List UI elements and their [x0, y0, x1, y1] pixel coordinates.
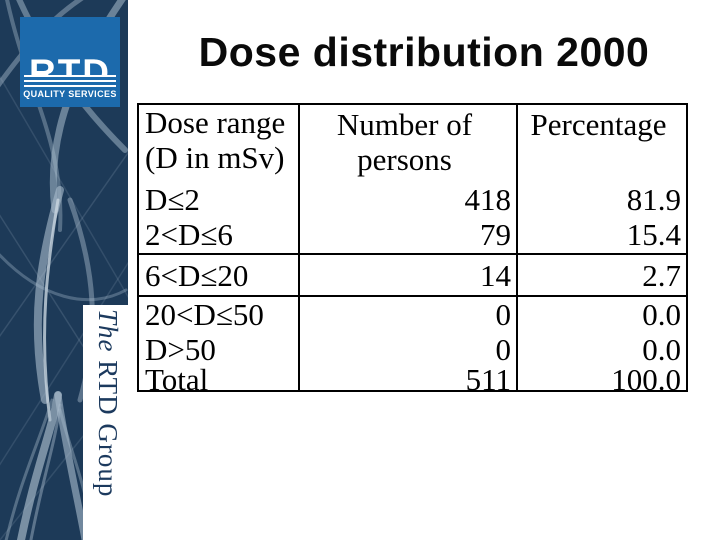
- cell-range: Total: [145, 362, 209, 397]
- cell-percentage: 0.0: [642, 332, 681, 367]
- cell-persons: 418: [464, 182, 512, 217]
- vertical-brand-text: The RTD Group: [92, 309, 123, 497]
- cell-range: 2<D≤6: [145, 217, 233, 252]
- cell-percentage: 2.7: [642, 257, 681, 293]
- vertical-brand-rest: RTD Group: [93, 352, 123, 498]
- table-row-divider: [139, 295, 686, 297]
- dose-table: Dose range (D in mSv) Number of persons …: [137, 103, 688, 397]
- cell-persons: 14: [480, 257, 511, 293]
- header-persons-line1: Number of: [336, 107, 473, 142]
- cell-persons: 0: [495, 332, 512, 367]
- header-percentage-label: Percentage: [530, 107, 667, 142]
- table-row: D≤2 418 81.9: [139, 182, 686, 217]
- header-dose-range-line1: Dose range: [145, 105, 286, 140]
- table-row-divider: [139, 253, 686, 255]
- cell-range: D≤2: [145, 182, 200, 217]
- cell-range: 20<D≤50: [145, 297, 264, 332]
- cell-persons: 0: [495, 297, 512, 332]
- cell-percentage: 0.0: [642, 297, 681, 332]
- table-row: 20<D≤50 0 0.0: [139, 297, 686, 332]
- header-percentage: Percentage: [516, 105, 686, 182]
- rtd-logo: RTD QUALITY SERVICES: [20, 17, 120, 107]
- cell-range: 6<D≤20: [145, 257, 249, 293]
- cell-persons: 511: [465, 362, 511, 397]
- vertical-brand-strip: The RTD Group: [83, 305, 128, 540]
- sidebar-decoration: RTD QUALITY SERVICES: [0, 0, 128, 540]
- header-dose-range: Dose range (D in mSv): [139, 105, 298, 182]
- slide-title: Dose distribution 2000: [198, 29, 650, 75]
- table-header-row: Dose range (D in mSv) Number of persons …: [139, 105, 686, 182]
- header-number-of-persons: Number of persons: [298, 105, 516, 182]
- header-dose-range-line2: (D in mSv): [145, 140, 285, 175]
- table-row: D>50 0 0.0: [139, 332, 686, 367]
- table-row: 6<D≤20 14 2.7: [139, 255, 686, 295]
- cell-range: D>50: [145, 332, 216, 367]
- table-row-total: Total 511 100.0: [139, 362, 686, 397]
- cell-persons: 79: [480, 217, 511, 252]
- table-column-divider: [298, 105, 300, 390]
- cell-percentage: 15.4: [626, 217, 681, 252]
- rtd-logo-stripe-cuts: [24, 75, 116, 90]
- header-persons-line2: persons: [357, 142, 452, 177]
- table-row: 2<D≤6 79 15.4: [139, 217, 686, 253]
- cell-percentage: 100.0: [611, 362, 681, 397]
- table-column-divider: [516, 105, 518, 390]
- rtd-logo-tagline: QUALITY SERVICES: [23, 89, 117, 99]
- cell-percentage: 81.9: [626, 182, 681, 217]
- vertical-brand-the: The: [93, 309, 123, 353]
